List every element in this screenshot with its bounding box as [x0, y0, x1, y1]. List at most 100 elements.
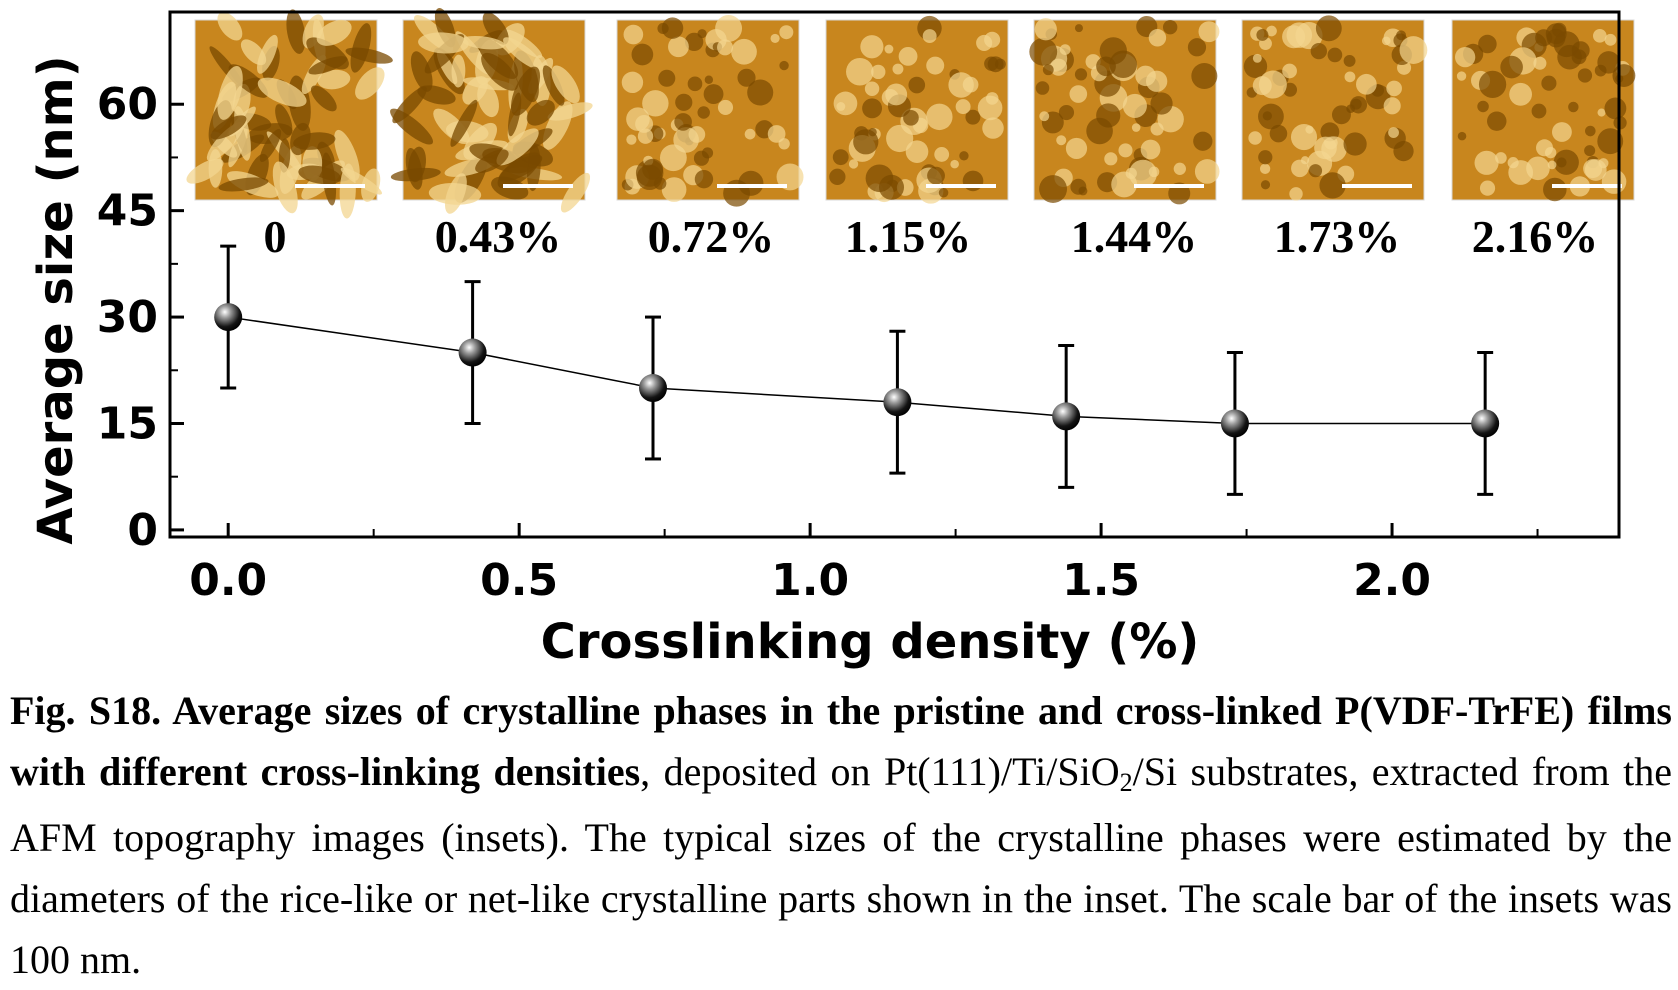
- inset-grain: [1500, 55, 1523, 79]
- inset-grain: [1269, 124, 1288, 143]
- inset-grain: [1035, 81, 1050, 95]
- inset-grain: [542, 101, 573, 150]
- inset-grain: [286, 9, 306, 54]
- chart: 0 0.43% 0.72% 1.15% 1.44% 1.73% 2.16% 0 15 30 45 6…: [28, 8, 1636, 670]
- inset-label: 0.43%: [435, 211, 562, 262]
- inset-grain: [1140, 139, 1161, 160]
- inset-grain: [1356, 73, 1377, 95]
- inset-grain: [922, 29, 937, 44]
- inset-grain: [1118, 143, 1133, 158]
- x-tick-label: 0.5: [480, 555, 558, 606]
- figure-caption: Fig. S18. Average sizes of crystalline p…: [10, 680, 1672, 990]
- inset-grain: [1122, 93, 1147, 118]
- marker: [214, 303, 243, 332]
- inset-grain: [1131, 123, 1141, 132]
- inset-grain: [1039, 111, 1050, 122]
- inset-grain: [694, 169, 714, 189]
- data-point: [1052, 343, 1081, 489]
- y-tick-label: 0: [127, 505, 158, 556]
- inset-grain: [898, 46, 918, 66]
- inset-grain: [1194, 159, 1220, 184]
- inset-grain: [1104, 152, 1118, 166]
- inset-grain: [217, 65, 243, 120]
- inset-grain: [1343, 55, 1356, 67]
- x-tick-label: 0.0: [189, 555, 267, 606]
- inset-grain: [674, 113, 692, 131]
- inset-grain: [1327, 47, 1343, 63]
- inset-grain: [410, 51, 433, 92]
- inset-grain: [770, 33, 780, 43]
- inset-grain: [1173, 162, 1186, 175]
- inset-grain: [1148, 29, 1167, 47]
- inset-grain: [1457, 131, 1467, 141]
- inset-grain: [1198, 21, 1220, 43]
- inset-grain: [1282, 25, 1306, 49]
- inset-grain: [1065, 137, 1088, 160]
- inset-grain: [926, 103, 953, 131]
- inset-grain: [1568, 101, 1579, 113]
- inset-grain: [948, 72, 974, 98]
- inset-grain: [1551, 122, 1572, 142]
- inset-grain: [697, 106, 710, 119]
- inset-label: 2.16%: [1472, 211, 1599, 262]
- inset-grain: [1346, 104, 1356, 114]
- inset-grain: [1029, 37, 1058, 66]
- inset-grain: [1034, 18, 1057, 41]
- inset-grain: [865, 164, 894, 193]
- marker: [1471, 409, 1500, 438]
- inset-grain: [475, 149, 509, 173]
- inset-grain: [1135, 65, 1156, 87]
- inset-grain: [723, 179, 750, 207]
- afm-inset: 1.44%: [1029, 15, 1220, 262]
- inset-grain: [1533, 56, 1547, 70]
- inset-grain: [1477, 100, 1489, 113]
- inset-grain: [1258, 150, 1273, 165]
- afm-inset: 2.16%: [1451, 19, 1636, 262]
- data-point: [1471, 351, 1500, 496]
- inset-grain: [1290, 124, 1318, 151]
- inset-grain: [497, 152, 541, 189]
- inset-grain: [1343, 132, 1367, 156]
- inset-grain: [257, 77, 307, 107]
- inset-grain: [339, 163, 356, 219]
- inset-grain: [871, 64, 886, 80]
- inset-grain: [717, 99, 734, 115]
- inset-grain: [987, 56, 1004, 73]
- inset-grain: [1099, 37, 1127, 65]
- inset-grain: [1598, 158, 1609, 169]
- caption-text-1: , deposited on Pt(111)/Ti/SiO: [640, 749, 1120, 794]
- inset-grain: [450, 99, 478, 147]
- inset-grain: [526, 99, 555, 126]
- x-axis-title: Crosslinking density (%): [541, 614, 1200, 670]
- inset-grain: [701, 147, 714, 159]
- inset-grain: [218, 177, 269, 192]
- inset-grain: [1386, 80, 1402, 97]
- inset-grain: [1531, 103, 1547, 119]
- inset-grain: [1150, 92, 1173, 115]
- inset-grain: [290, 122, 311, 156]
- data-point: [1220, 351, 1249, 496]
- inset-grain: [1577, 68, 1593, 83]
- inset-grain: [1584, 145, 1596, 157]
- inset-grain: [985, 92, 999, 105]
- inset-grain: [1344, 71, 1356, 83]
- afm-inset: 0: [186, 9, 393, 262]
- inset-grain: [240, 39, 267, 66]
- marker: [883, 388, 912, 417]
- inset-grain: [903, 109, 919, 126]
- inset-grain: [1058, 104, 1075, 121]
- y-tick-label: 60: [97, 79, 158, 130]
- inset-grain: [717, 39, 734, 56]
- inset-grain: [853, 129, 879, 155]
- inset-grain: [1319, 172, 1346, 199]
- inset-grain: [1585, 125, 1596, 137]
- inset-label: 1.15%: [845, 211, 972, 262]
- inset-grain: [1544, 146, 1557, 159]
- inset-grain: [1547, 160, 1557, 170]
- inset-grain: [1039, 175, 1068, 203]
- inset-grain: [1162, 20, 1178, 35]
- inset-grain: [927, 166, 945, 185]
- inset-grain: [635, 114, 654, 133]
- inset-grain: [1597, 51, 1620, 74]
- inset-grain: [829, 168, 846, 185]
